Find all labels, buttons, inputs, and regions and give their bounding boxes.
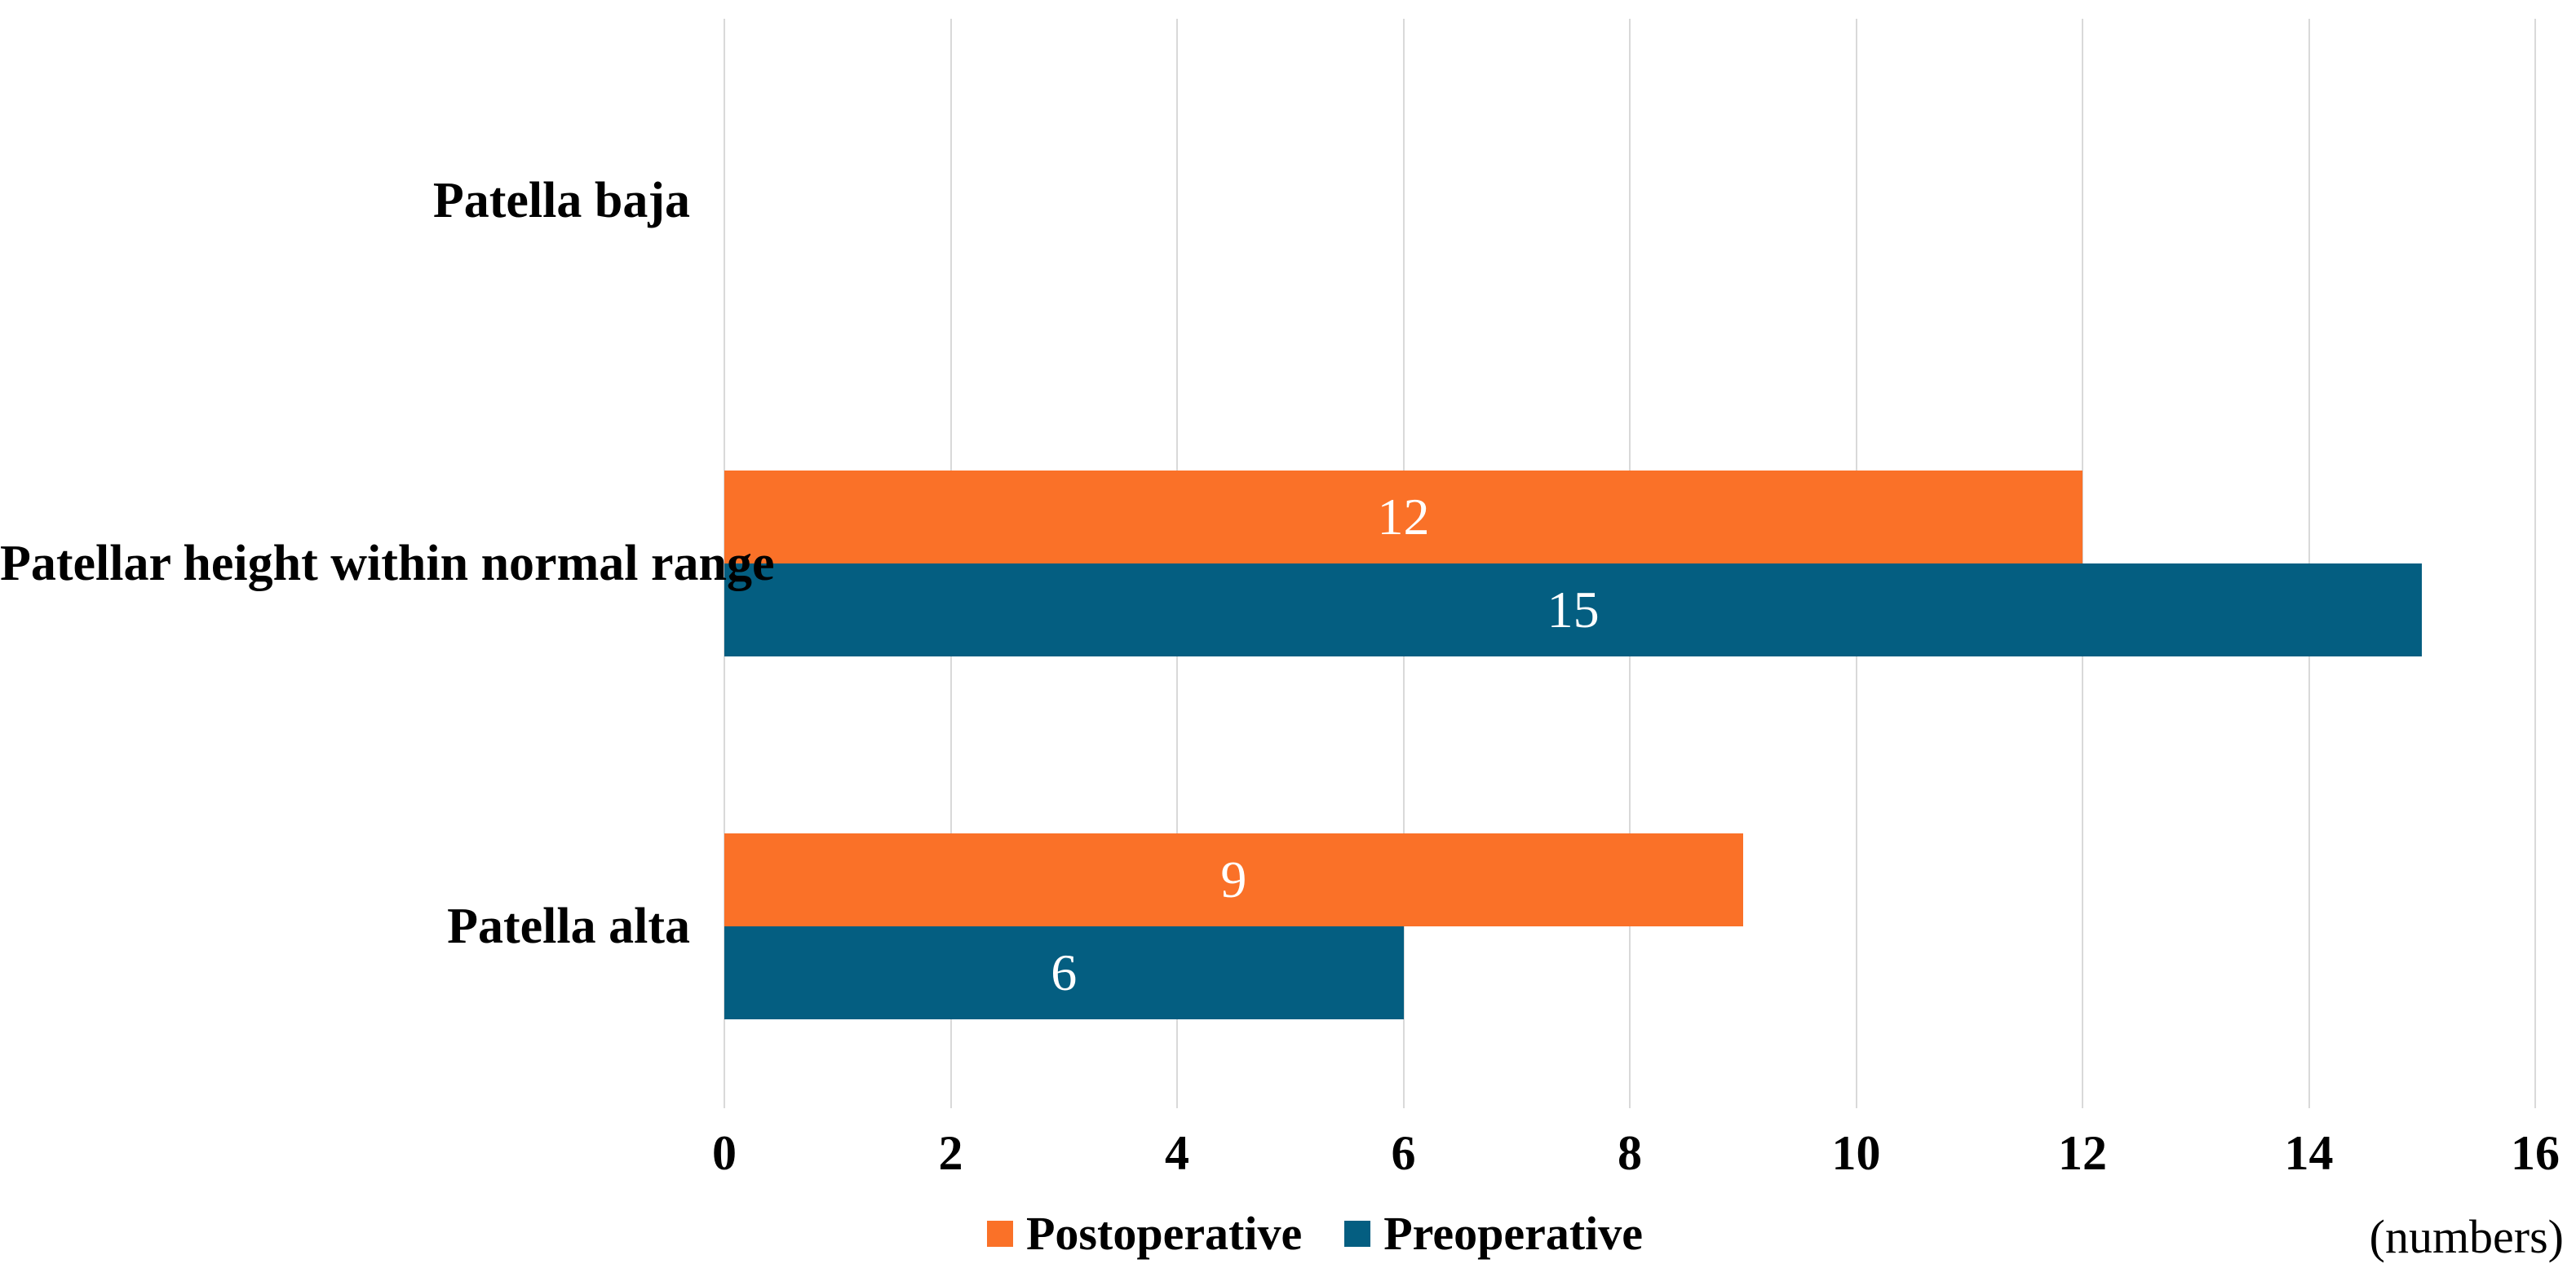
bar-value-label: 9 (1220, 851, 1247, 909)
x-tick-label-10: 10 (1831, 1126, 1881, 1180)
x-tick-label-16: 16 (2511, 1126, 2560, 1180)
bar-value-label: 6 (1051, 943, 1078, 1002)
legend-label-postoperative: Postoperative (1026, 1207, 1303, 1260)
x-tick-label-14: 14 (2284, 1126, 2334, 1180)
bar-value-label: 12 (1377, 488, 1430, 546)
x-tick-label-0: 0 (712, 1126, 737, 1180)
legend-item-preoperative: Preoperative (1344, 1210, 1643, 1257)
bar-preoperative-patellar-height-within-normal-range: 15 (724, 563, 2423, 656)
legend: Postoperative Preoperative (987, 1210, 1643, 1257)
x-tick-label-8: 8 (1618, 1126, 1642, 1180)
axis-unit-label: (numbers) (2369, 1210, 2564, 1263)
bar-preoperative-patella-alta: 6 (724, 926, 1404, 1020)
gridline-x-16 (2534, 19, 2536, 1108)
legend-item-postoperative: Postoperative (987, 1210, 1302, 1257)
category-axis-labels: Patella baja Patellar height within norma… (0, 19, 775, 1108)
x-tick-label-4: 4 (1165, 1126, 1189, 1180)
x-tick-label-6: 6 (1391, 1126, 1416, 1180)
category-label-patella-alta: Patella alta (447, 899, 690, 955)
plot-area: 12 15 9 6 (724, 19, 2536, 1108)
x-axis-tick-labels: 0 2 4 6 8 10 12 14 16 (712, 1124, 2560, 1182)
bar-postoperative-patellar-height-within-normal-range: 12 (724, 471, 2082, 563)
legend-label-preoperative: Preoperative (1383, 1207, 1644, 1260)
x-tick-label-2: 2 (938, 1126, 963, 1180)
legend-swatch-preoperative (1344, 1221, 1371, 1247)
bar-value-label: 15 (1547, 581, 1600, 638)
bar-postoperative-patella-alta: 9 (724, 833, 1743, 927)
category-label-patellar-height-within-normal-range: Patellar height within normal range (0, 536, 775, 591)
legend-swatch-postoperative (987, 1221, 1013, 1247)
x-tick-label-12: 12 (2058, 1126, 2107, 1180)
category-label-patella-baja: Patella baja (432, 172, 690, 228)
